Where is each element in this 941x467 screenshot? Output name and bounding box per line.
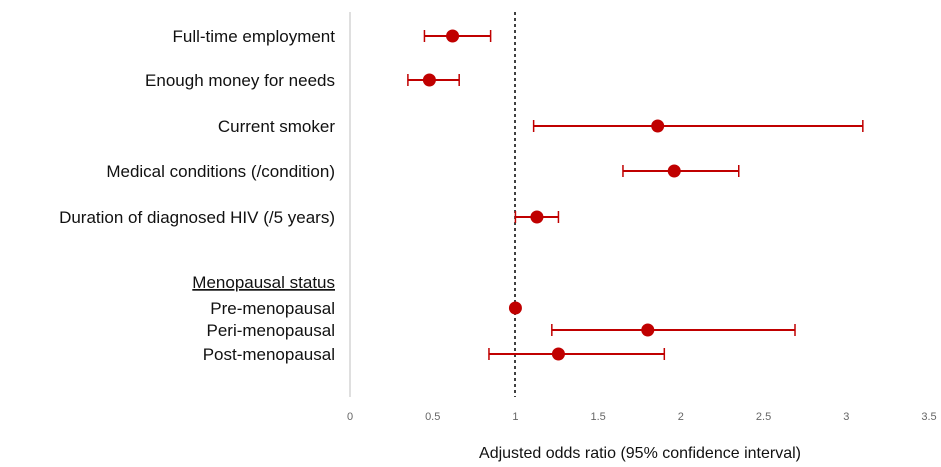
x-tick-label: 1.5 — [590, 411, 605, 423]
x-tick-label: 0.5 — [425, 411, 440, 423]
row-label: Duration of diagnosed HIV (/5 years) — [59, 208, 335, 227]
odds-ratio-point — [446, 29, 460, 43]
odds-ratio-point — [667, 164, 681, 178]
row-label: Peri-menopausal — [206, 321, 335, 340]
odds-ratio-point — [422, 73, 436, 87]
row-label: Post-menopausal — [203, 345, 335, 364]
x-tick-label: 2.5 — [756, 411, 771, 423]
row-label: Current smoker — [218, 117, 335, 136]
x-tick-label: 2 — [678, 411, 684, 423]
axes — [349, 12, 516, 397]
x-tick-label: 1 — [512, 411, 518, 423]
odds-ratio-point — [641, 323, 655, 337]
row-label: Enough money for needs — [145, 71, 335, 90]
x-tick-label: 3.5 — [921, 411, 936, 423]
odds-ratio-point — [651, 119, 665, 133]
estimates — [407, 29, 864, 361]
x-tick-label: 3 — [843, 411, 849, 423]
odds-ratio-point — [508, 301, 522, 315]
x-axis-title: Adjusted odds ratio (95% confidence inte… — [479, 445, 801, 462]
row-label: Pre-menopausal — [210, 299, 335, 318]
odds-ratio-point — [551, 347, 565, 361]
row-label: Full-time employment — [173, 27, 336, 46]
group-heading: Menopausal status — [192, 273, 335, 292]
row-labels: Full-time employment Enough money for nee… — [59, 27, 335, 364]
odds-ratio-point — [530, 210, 544, 224]
x-axis-ticks: 0 0.5 1 1.5 2 2.5 3 3.5 — [347, 411, 937, 423]
row-label: Medical conditions (/condition) — [106, 162, 335, 181]
x-tick-label: 0 — [347, 411, 353, 423]
